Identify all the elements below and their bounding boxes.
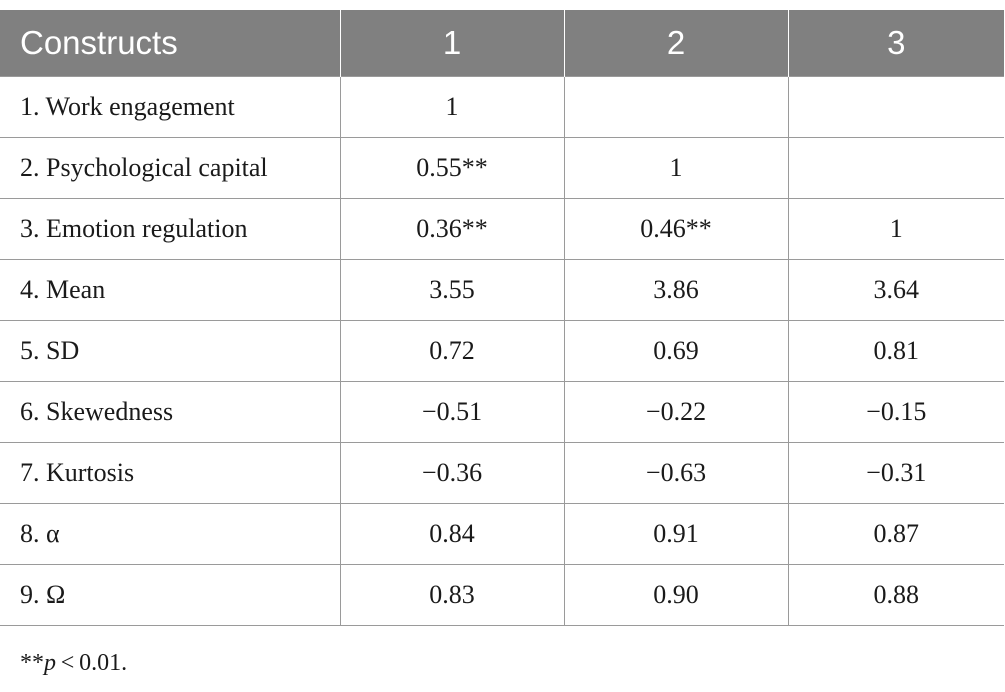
table-cell (787, 137, 1004, 199)
row-label: 1. Work engagement (0, 76, 341, 138)
table-cell: −0.51 (339, 381, 565, 443)
table-cell: −0.31 (787, 442, 1004, 504)
table-body: 1. Work engagement 1 2. Psychological ca… (0, 76, 1004, 626)
table-row: 6. Skewedness −0.51 −0.22 −0.15 (0, 381, 1004, 443)
table-cell: 3.64 (787, 259, 1004, 321)
footnote-stars: ** (20, 650, 44, 676)
table-cell: 0.90 (563, 564, 789, 626)
table-cell: −0.22 (563, 381, 789, 443)
table-row: 7. Kurtosis −0.36 −0.63 −0.31 (0, 442, 1004, 504)
table-cell: 0.36** (339, 198, 565, 260)
table-row: 2. Psychological capital 0.55** 1 (0, 137, 1004, 199)
table-row: 4. Mean 3.55 3.86 3.64 (0, 259, 1004, 321)
table-cell (563, 76, 789, 138)
table-cell: 0.87 (787, 503, 1004, 565)
footnote-threshold: < 0.01. (56, 650, 128, 676)
row-label: 6. Skewedness (0, 381, 341, 443)
table-cell: 3.86 (563, 259, 789, 321)
table-cell: 0.72 (339, 320, 565, 382)
table-cell: 0.55** (339, 137, 565, 199)
row-label: 7. Kurtosis (0, 442, 341, 504)
table-cell: 0.81 (787, 320, 1004, 382)
table-header: Constructs 1 2 3 (0, 10, 1004, 77)
table-row: 8. α 0.84 0.91 0.87 (0, 503, 1004, 565)
table-row: 1. Work engagement 1 (0, 76, 1004, 138)
table-cell: 0.84 (339, 503, 565, 565)
row-label: 2. Psychological capital (0, 137, 341, 199)
table-cell: 1 (787, 198, 1004, 260)
table-cell: −0.36 (339, 442, 565, 504)
table-cell: 0.69 (563, 320, 789, 382)
table-cell: −0.63 (563, 442, 789, 504)
row-label: 8. α (0, 503, 341, 565)
row-label: 4. Mean (0, 259, 341, 321)
row-label: 3. Emotion regulation (0, 198, 341, 260)
table-cell: −0.15 (787, 381, 1004, 443)
correlation-table: Constructs 1 2 3 1. Work engagement 1 2.… (0, 10, 1004, 626)
table-cell: 0.46** (563, 198, 789, 260)
header-col-3: 3 (787, 10, 1004, 77)
table-cell: 0.83 (339, 564, 565, 626)
header-constructs: Constructs (0, 10, 340, 77)
table-cell (787, 76, 1004, 138)
table-row: 9. Ω 0.83 0.90 0.88 (0, 564, 1004, 626)
header-col-2: 2 (563, 10, 788, 77)
row-label: 5. SD (0, 320, 341, 382)
header-row: Constructs 1 2 3 (0, 10, 1004, 77)
table-row: 5. SD 0.72 0.69 0.81 (0, 320, 1004, 382)
table-cell: 1 (339, 76, 565, 138)
header-col-1: 1 (339, 10, 564, 77)
table-cell: 1 (563, 137, 789, 199)
table-cell: 0.88 (787, 564, 1004, 626)
table-row: 3. Emotion regulation 0.36** 0.46** 1 (0, 198, 1004, 260)
table-footnote: **p < 0.01. (20, 650, 127, 677)
table-cell: 0.91 (563, 503, 789, 565)
row-label: 9. Ω (0, 564, 341, 626)
table-cell: 3.55 (339, 259, 565, 321)
footnote-p-symbol: p (44, 650, 56, 676)
